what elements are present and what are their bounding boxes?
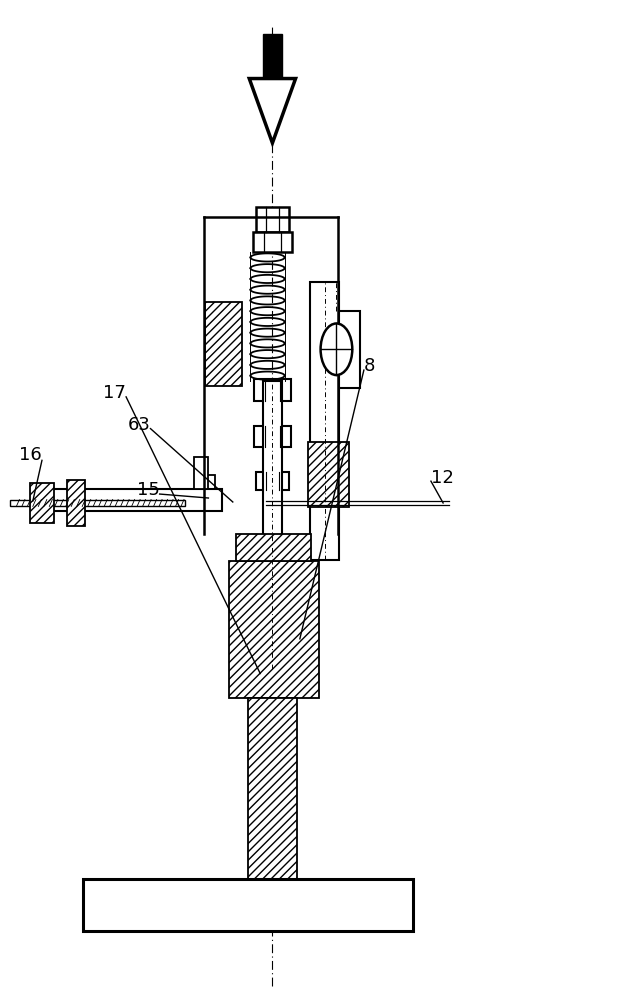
Polygon shape	[263, 34, 282, 79]
Bar	[11, 500, 185, 506]
Bar	[256, 472, 289, 490]
Bar	[253, 232, 292, 252]
Polygon shape	[249, 79, 295, 143]
Bar	[30, 483, 54, 523]
Bar	[310, 282, 339, 560]
Bar	[195, 457, 208, 489]
Text: 16: 16	[19, 446, 42, 464]
Bar	[313, 311, 360, 388]
Bar	[67, 480, 85, 526]
Text: 17: 17	[103, 384, 126, 402]
Bar	[201, 475, 214, 500]
Bar	[83, 879, 413, 931]
Bar	[248, 698, 297, 879]
Bar	[253, 426, 291, 447]
Bar	[256, 207, 289, 232]
Text: 15: 15	[137, 481, 159, 499]
Bar	[205, 302, 242, 386]
Text: 63: 63	[127, 416, 151, 434]
Bar	[263, 381, 282, 669]
Bar	[229, 561, 319, 698]
Bar	[253, 379, 291, 401]
Text: 12: 12	[431, 469, 454, 487]
Bar	[236, 534, 311, 561]
Circle shape	[321, 323, 352, 375]
Text: 8: 8	[364, 357, 375, 375]
Bar	[308, 442, 349, 507]
Bar	[41, 489, 222, 511]
